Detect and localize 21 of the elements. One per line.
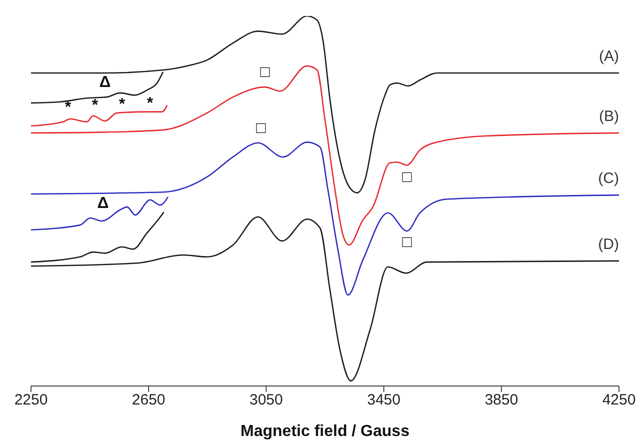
annotation: Δ — [99, 74, 111, 91]
x-tick-label: 4250 — [602, 392, 636, 409]
x-tick-label: 2650 — [132, 392, 166, 409]
annotation: * — [146, 95, 154, 112]
annotation: □ — [260, 64, 270, 81]
series-label: (B) — [599, 108, 619, 125]
annotation: * — [92, 97, 98, 114]
x-tick-label: 3850 — [484, 392, 518, 409]
x-tick-label: 3050 — [250, 392, 283, 409]
annotation: * — [64, 99, 72, 116]
series-label: (A) — [599, 48, 619, 65]
x-tick-label: 3450 — [367, 392, 400, 409]
annotation: □ — [256, 120, 266, 137]
series-label: (D) — [598, 236, 619, 253]
x-tick-label: 2250 — [14, 392, 48, 409]
annotation: * — [118, 96, 126, 113]
series-label: (C) — [598, 170, 619, 188]
annotation: □ — [402, 169, 412, 186]
x-axis-title: Magnetic field / Gauss — [240, 423, 410, 440]
annotation: □ — [402, 234, 412, 251]
annotation: Δ — [97, 195, 109, 212]
